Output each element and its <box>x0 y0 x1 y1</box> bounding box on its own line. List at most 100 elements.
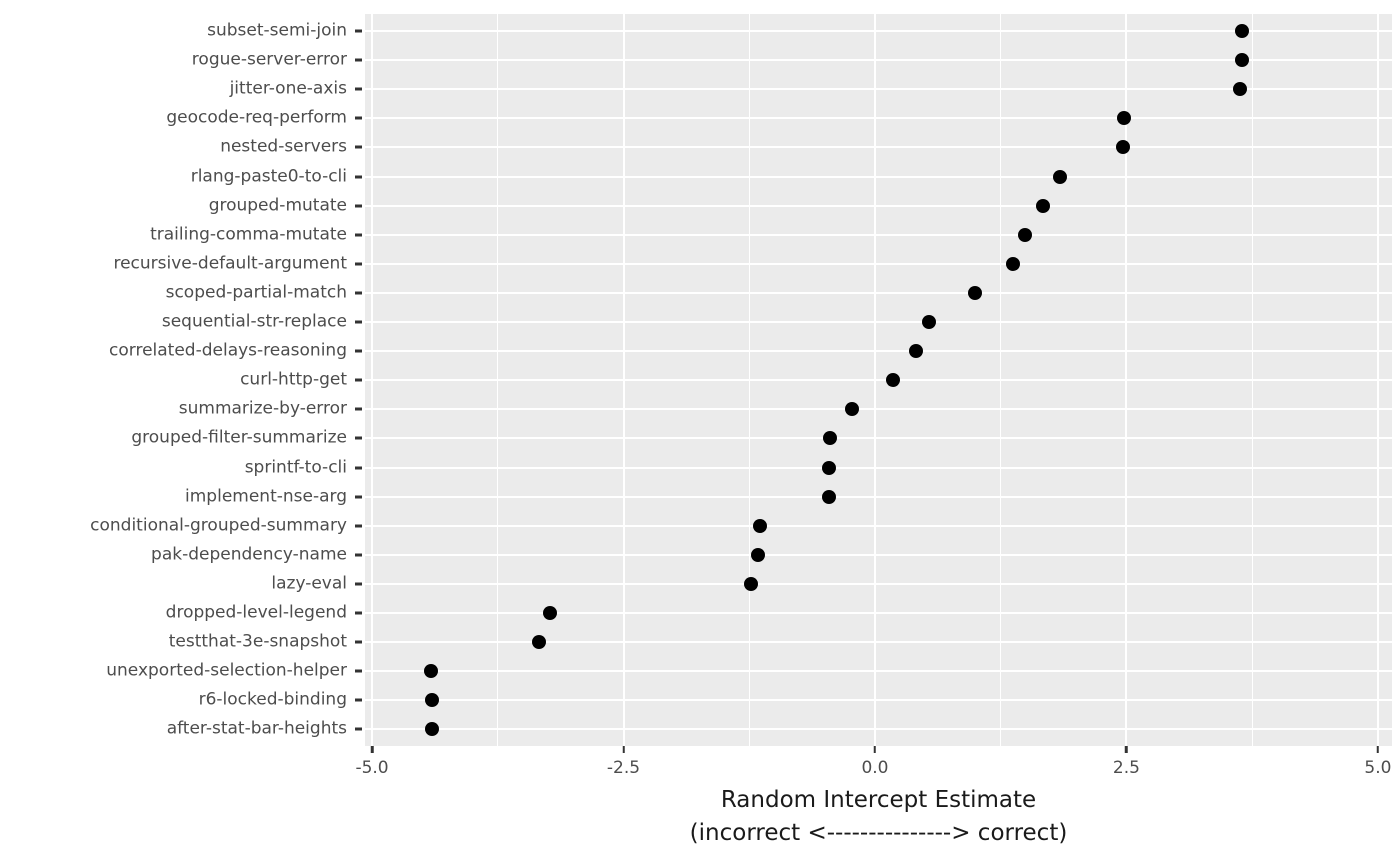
y-axis-tick-mark <box>355 291 362 295</box>
y-axis-tick-mark <box>355 466 362 469</box>
y-tick-label: rogue-server-error <box>191 49 347 70</box>
gridline-major-horizontal <box>365 59 1392 62</box>
gridline-major-horizontal <box>365 699 1392 702</box>
data-point <box>744 576 759 591</box>
y-tick-label: testthat-3e-snapshot <box>168 631 347 652</box>
data-point <box>424 664 439 679</box>
y-axis-tick-mark <box>355 553 362 557</box>
y-tick-label: conditional-grouped-summary <box>90 515 347 536</box>
data-point <box>1233 82 1248 97</box>
data-point <box>822 431 837 446</box>
y-axis-tick-mark <box>355 58 362 62</box>
x-axis-tick-mark <box>622 746 625 753</box>
y-tick-label: sprintf-to-cli <box>244 457 347 477</box>
data-point <box>1017 227 1032 242</box>
gridline-major-horizontal <box>365 379 1392 382</box>
x-axis-tick-mark <box>1376 746 1380 753</box>
y-axis-tick-mark <box>355 145 362 149</box>
y-axis-tick-mark <box>355 175 362 178</box>
x-axis-tick-mark <box>370 746 374 753</box>
gridline-major-horizontal <box>365 146 1392 149</box>
gridline-major-horizontal <box>365 350 1392 353</box>
gridline-major-horizontal <box>365 437 1392 440</box>
gridline-major-horizontal <box>365 553 1392 556</box>
gridline-major-horizontal <box>365 495 1392 498</box>
data-point <box>821 489 836 504</box>
y-tick-label: geocode-req-perform <box>166 107 347 128</box>
gridline-major-horizontal <box>365 408 1392 411</box>
gridline-major-horizontal <box>365 175 1392 178</box>
y-tick-label: grouped-mutate <box>208 195 347 216</box>
y-axis-tick-mark <box>355 727 362 731</box>
y-tick-label: subset-semi-join <box>207 20 347 41</box>
gridline-major-horizontal <box>365 466 1392 469</box>
y-axis-tick-mark <box>355 640 362 644</box>
data-point <box>1053 169 1068 184</box>
x-axis-title-line1: Random Intercept Estimate <box>720 787 1037 813</box>
gridline-major-horizontal <box>365 30 1392 32</box>
y-tick-label: after-stat-bar-heights <box>166 718 347 739</box>
data-point <box>751 547 766 562</box>
x-axis-tick-mark <box>873 746 877 753</box>
y-tick-label: summarize-by-error <box>178 398 347 419</box>
gridline-major-horizontal <box>365 582 1392 585</box>
x-tick-label: 2.5 <box>1112 758 1140 778</box>
data-point <box>532 635 547 650</box>
y-axis-tick-mark <box>355 611 362 615</box>
y-tick-label: trailing-comma-mutate <box>150 224 347 245</box>
x-tick-label: -5.0 <box>355 758 389 778</box>
y-axis-tick-mark <box>355 407 362 411</box>
gridline-major-horizontal <box>365 233 1392 236</box>
y-axis-tick-mark <box>355 116 362 120</box>
data-point <box>425 722 440 737</box>
gridline-major-horizontal <box>365 728 1392 731</box>
y-tick-label: correlated-delays-reasoning <box>109 340 347 361</box>
plot-panel <box>365 14 1392 746</box>
y-tick-label: lazy-eval <box>271 573 347 594</box>
data-point <box>821 460 836 475</box>
y-axis-tick-mark <box>355 233 362 237</box>
data-point <box>1005 256 1020 271</box>
y-tick-label: rlang-paste0-to-cli <box>190 166 347 186</box>
y-axis-tick-mark <box>355 669 362 673</box>
gridline-major-horizontal <box>365 524 1392 527</box>
y-tick-label: unexported-selection-helper <box>106 660 347 681</box>
data-point <box>1116 140 1131 155</box>
x-tick-label: 0.0 <box>861 758 889 778</box>
y-tick-label: pak-dependency-name <box>151 544 347 565</box>
y-axis-tick-mark <box>355 349 362 353</box>
gridline-major-horizontal <box>365 291 1392 294</box>
data-point <box>967 285 982 300</box>
gridline-major-horizontal <box>365 321 1392 323</box>
y-axis-tick-mark <box>355 87 362 91</box>
data-point <box>909 344 924 359</box>
y-axis-tick-mark <box>355 29 362 33</box>
data-point <box>886 373 901 388</box>
y-tick-label: dropped-level-legend <box>165 602 347 623</box>
x-axis-tick-mark <box>1125 746 1128 753</box>
y-tick-label: sequential-str-replace <box>161 311 347 332</box>
data-point <box>922 315 937 329</box>
y-tick-label: grouped-filter-summarize <box>131 427 347 448</box>
y-axis-tick-mark <box>355 378 362 382</box>
data-point <box>1035 198 1050 213</box>
gridline-major-horizontal <box>365 612 1392 614</box>
y-tick-label: recursive-default-argument <box>113 253 347 274</box>
gridline-major-horizontal <box>365 262 1392 265</box>
y-tick-label: curl-http-get <box>240 369 347 390</box>
gridline-major-horizontal <box>365 670 1392 673</box>
x-axis-title-line2: (incorrect <---------------> correct) <box>689 820 1068 846</box>
data-point <box>1235 53 1250 68</box>
gridline-major-horizontal <box>365 641 1392 644</box>
data-point <box>425 693 440 708</box>
y-tick-label: jitter-one-axis <box>229 78 347 99</box>
y-axis-tick-mark <box>355 320 362 324</box>
y-axis-tick-mark <box>355 495 362 499</box>
gridline-major-horizontal <box>365 88 1392 91</box>
y-tick-label: scoped-partial-match <box>165 282 347 303</box>
data-point <box>1117 111 1132 126</box>
x-tick-label: 5.0 <box>1364 758 1392 778</box>
gridline-major-horizontal <box>365 204 1392 207</box>
y-tick-label: nested-servers <box>220 136 347 157</box>
